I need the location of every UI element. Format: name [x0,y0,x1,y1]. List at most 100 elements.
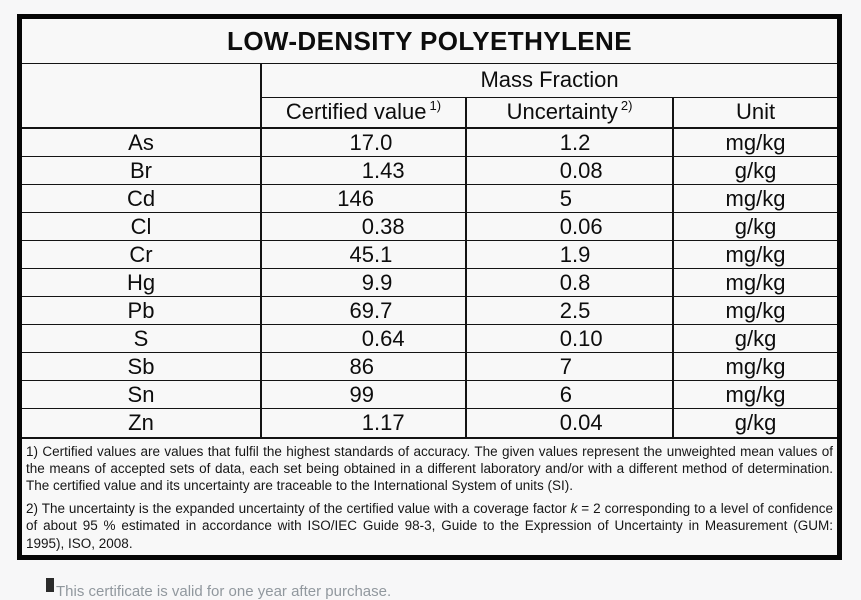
integer-part: 9 [361,270,374,295]
certified-value-cell: 146 [261,184,467,213]
uncertainty-cell-value: 2.5 [467,297,672,324]
integer-part: 0 [559,158,572,183]
uncertainty-cell-value: 0.04 [467,409,672,436]
footnote-2-text-before: 2) The uncertainty is the expanded uncer… [26,500,571,516]
table-row: Br 1.43 0.08 g/kg [22,156,838,185]
element-cell: Cr [22,240,262,269]
unit-cell: mg/kg [673,184,838,213]
unit-cell: mg/kg [673,128,838,157]
certified-value-label: Certified value [285,99,427,125]
integer-part: 1 [559,242,572,267]
footnote-2-text-after: = 2 corresponding to a level of confiden… [26,500,833,551]
uncertainty-cell-value: 1.9 [467,241,672,268]
scan-artifact-mark [46,578,54,592]
element-cell: Sn [22,380,262,409]
integer-part: 0 [361,326,374,351]
element-cell: Zn [22,408,262,437]
footnote-1: 1) Certified values are values that fulf… [26,443,833,494]
element-cell: Cd [22,184,262,213]
fraction-part: .7 [374,298,393,323]
table-row: Cl 0.38 0.06 g/kg [22,212,838,241]
uncertainty-cell-value: 1.2 [467,129,672,156]
integer-part: 5 [559,186,572,211]
uncertainty-cell: 0.08 [466,156,674,185]
fraction-part: .43 [374,158,405,183]
certified-value-cell-value: 45.1 [262,241,465,268]
uncertainty-cell: 0.06 [466,212,674,241]
integer-part: 0 [559,270,572,295]
integer-part: 99 [349,382,374,407]
column-header-uncertainty: Uncertainty 2) [466,97,674,129]
fraction-part: .04 [572,410,603,436]
certified-value-cell-value: 86 [262,353,465,380]
table-row: Sb 86 7 mg/kg [22,352,838,381]
uncertainty-cell-value: 0.10 [467,325,672,352]
fraction-part: .64 [374,326,405,351]
uncertainty-cell: 1.2 [466,128,674,157]
integer-part: 45 [349,242,374,267]
uncertainty-cell-value: 0.8 [467,269,672,296]
group-header-mass-fraction: Mass Fraction [261,64,838,98]
fraction-part: .0 [374,130,393,155]
uncertainty-label: Uncertainty [506,99,618,125]
column-header-row: Certified value 1) Uncertainty 2) Unit [22,97,838,129]
uncertainty-cell-value: 6 [467,381,672,408]
certified-value-cell-value: 0.38 [262,213,465,240]
table-row: Pb 69.7 2.5 mg/kg [22,296,838,325]
certificate-title: LOW-DENSITY POLYETHYLENE [22,19,837,64]
certified-value-cell: 0.38 [261,212,467,241]
group-header-row: Mass Fraction [22,64,838,129]
element-cell: Hg [22,268,262,297]
integer-part: 1 [361,158,374,183]
integer-part: 6 [559,382,572,407]
integer-part: 146 [337,186,374,211]
uncertainty-cell: 5 [466,184,674,213]
fraction-part: .38 [374,214,405,239]
fraction-part: .8 [572,270,591,295]
uncertainty-cell: 2.5 [466,296,674,325]
certified-value-cell: 0.64 [261,324,467,353]
table-row: S 0.64 0.10 g/kg [22,324,838,353]
unit-cell: mg/kg [673,380,838,409]
element-cell: Br [22,156,262,185]
mass-fraction-table: Mass Fraction Certified value 1) Uncertai… [22,64,838,437]
certified-value-cell-value: 1.43 [262,157,465,184]
unit-cell: mg/kg [673,268,838,297]
certified-value-cell-value: 0.64 [262,325,465,352]
integer-part: 1 [559,130,572,155]
unit-cell: mg/kg [673,296,838,325]
integer-part: 1 [361,410,374,436]
uncertainty-cell: 0.10 [466,324,674,353]
footnote1-reference: 1) [429,97,442,113]
certified-value-cell-value: 9.9 [262,269,465,296]
certified-value-cell-value: 69.7 [262,297,465,324]
uncertainty-cell: 1.9 [466,240,674,269]
uncertainty-cell-value: 7 [467,353,672,380]
fraction-part: .9 [374,270,393,295]
integer-part: 0 [559,214,572,239]
footnote2-reference: 2) [620,97,633,113]
element-cell: As [22,128,262,157]
element-cell: Sb [22,352,262,381]
integer-part: 0 [559,410,572,436]
unit-cell: g/kg [673,324,838,353]
fraction-part: .1 [374,242,393,267]
fraction-part: .2 [572,130,591,155]
certified-value-cell: 69.7 [261,296,467,325]
certified-value-cell-value: 17.0 [262,129,465,156]
table-body: As 17.0 1.2 mg/kg Br 1.43 0.08 g/kg Cd 146 5 mg/kg C… [22,128,838,437]
unit-cell: mg/kg [673,352,838,381]
element-cell: Pb [22,296,262,325]
fraction-part: .17 [374,410,405,436]
certified-value-cell-value: 99 [262,381,465,408]
fraction-part: .5 [572,298,591,323]
column-header-unit: Unit [673,97,838,129]
table-row: Hg 9.9 0.8 mg/kg [22,268,838,297]
unit-cell: g/kg [673,212,838,241]
column-header-certified-value: Certified value 1) [261,97,467,129]
coverage-factor-symbol: k [570,500,578,516]
fraction-part: .10 [572,326,603,351]
integer-part: 86 [349,354,374,379]
certified-value-cell: 1.43 [261,156,467,185]
